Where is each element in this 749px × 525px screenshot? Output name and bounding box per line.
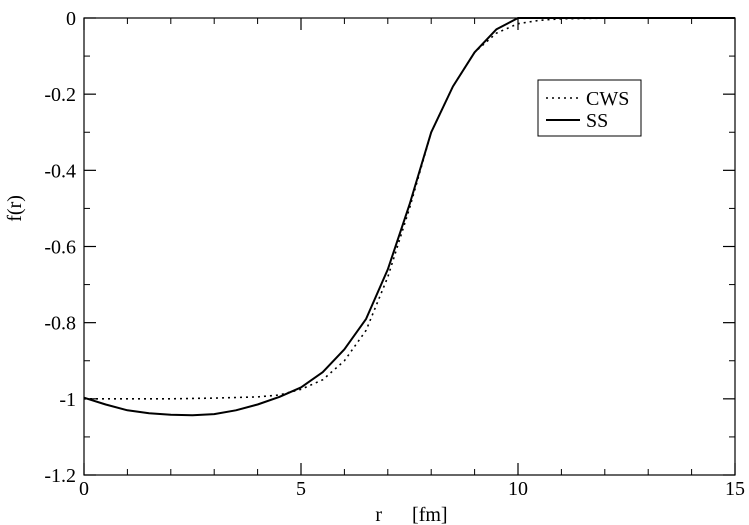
legend-label-cws: CWS — [586, 88, 629, 110]
x-tick-label: 0 — [79, 478, 89, 500]
x-axis: 0 5 10 15 — [79, 18, 745, 500]
y-tick-label: -0.2 — [44, 84, 76, 106]
y-tick-label: -1 — [59, 389, 76, 411]
y-axis-title: f(r) — [4, 195, 26, 222]
y-tick-label: -0.6 — [44, 237, 76, 259]
y-tick-label: -1.2 — [44, 465, 76, 487]
y-tick-label: -0.4 — [44, 160, 76, 182]
legend-box — [537, 79, 642, 137]
y-tick-label: 0 — [66, 8, 76, 30]
x-tick-label: 15 — [725, 478, 745, 500]
x-tick-label: 5 — [296, 478, 306, 500]
y-tick-label: -0.8 — [44, 313, 76, 335]
series-layer — [83, 17, 735, 417]
legend-label-ss: SS — [586, 110, 608, 132]
series-line-ss — [83, 17, 735, 417]
x-axis-title: r [fm] — [375, 504, 447, 525]
series-line-cws — [84, 17, 735, 400]
y-axis: 0 -0.2 -0.4 -0.6 -0.8 -1 -1.2 — [44, 8, 735, 487]
x-tick-label: 10 — [508, 478, 528, 500]
